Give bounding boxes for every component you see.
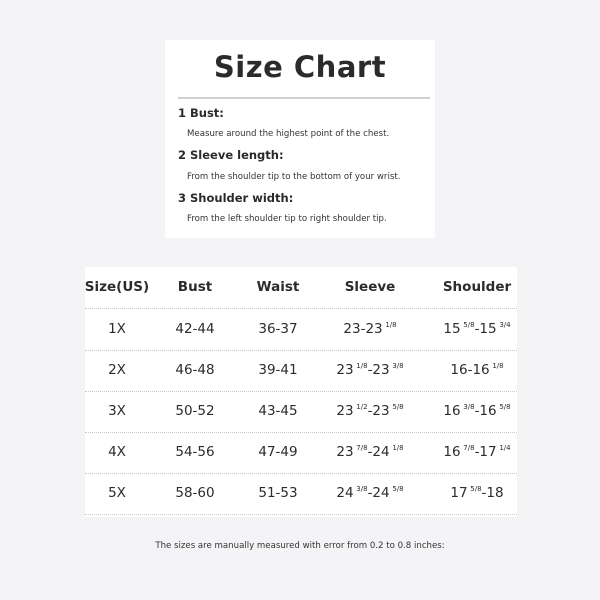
measurement-note: The sizes are manually measured with err… [155,541,445,551]
table-row: 3X 50-52 43-45 23 1/2-23 5/8 16 3/8-16 5/8 [85,391,517,433]
value-text: 24 [336,485,354,501]
value-text: 50-52 [175,403,215,419]
value-text: -16 [474,403,497,419]
guide-desc-shoulder: From the left shoulder tip to right shou… [187,214,387,224]
value-text: -24 [367,444,390,460]
size-table: Size(US) Bust Waist Sleeve Shoulder 1X 42-44 36… [85,267,517,517]
guide-heading-shoulder: 3 Shoulder width: [178,191,294,205]
divider [178,97,430,99]
value-text: 23-23 [343,321,383,337]
fraction: 7/8 [463,444,475,452]
table-row: 4X 54-56 47-49 23 7/8-24 1/8 16 7/8-17 1/4 [85,432,517,474]
value-text: 47-49 [258,444,298,460]
cell-size: 5X [108,473,126,514]
value-text: -17 [474,444,497,460]
table-row: 2X 46-48 39-41 23 1/8-23 3/8 16-16 1/8 [85,350,517,392]
fraction: 5/8 [463,321,475,329]
fraction: 1/8 [392,444,404,452]
cell-sleeve: 23-23 1/8 [343,309,396,350]
fraction: 3/8 [463,403,475,411]
fraction: 3/8 [356,485,368,493]
value-text: 23 [336,403,354,419]
cell-shoulder: 16 3/8-16 5/8 [443,391,510,432]
fraction: 5/8 [392,403,404,411]
cell-waist: 39-41 [258,350,297,391]
value-text: -15 [474,321,497,337]
value-text: 39-41 [258,362,298,378]
value-text: 16 [443,444,461,460]
cell-bust: 50-52 [175,391,214,432]
value-text: -23 [367,362,390,378]
cell-shoulder: 17 5/8-18 [450,473,503,514]
cell-size: 2X [108,350,126,391]
cell-sleeve: 23 7/8-24 1/8 [336,432,403,473]
cell-sleeve: 24 3/8-24 5/8 [336,473,403,514]
value-text: 15 [443,321,461,337]
value-text: 2X [108,362,126,378]
fraction: 1/8 [356,362,368,370]
table-row: 1X 42-44 36-37 23-23 1/8 15 5/8-15 3/4 [85,309,517,351]
cell-bust: 46-48 [175,350,214,391]
cell-bust: 42-44 [175,309,214,350]
cell-sleeve: 23 1/2-23 5/8 [336,391,403,432]
column-header-bust: Bust [177,279,213,295]
guide-desc-bust: Measure around the highest point of the … [187,129,390,139]
fraction: 1/8 [385,321,397,329]
value-text: 54-56 [175,444,215,460]
value-text: -24 [367,485,390,501]
fraction: 5/8 [470,485,482,493]
column-header-size: Size(US) [84,279,150,295]
cell-waist: 51-53 [258,473,297,514]
value-text: 16-16 [450,362,490,378]
value-text: 42-44 [175,321,215,337]
cell-size: 4X [108,432,126,473]
fraction: 1/4 [499,444,511,452]
cell-bust: 54-56 [175,432,214,473]
cell-size: 3X [108,391,126,432]
value-text: 3X [108,403,126,419]
column-header-sleeve: Sleeve [344,279,396,295]
fraction: 5/8 [499,403,511,411]
fraction: 3/8 [392,362,404,370]
cell-waist: 43-45 [258,391,297,432]
page-title: Size Chart [213,50,387,84]
measurement-guide-card: Size Chart 1 Bust: Measure around the hi… [165,40,435,238]
value-text: -18 [481,485,504,501]
value-text: 43-45 [258,403,298,419]
cell-shoulder: 16 7/8-17 1/4 [443,432,510,473]
guide-heading-bust: 1 Bust: [178,106,224,120]
value-text: 17 [450,485,468,501]
fraction: 5/8 [392,485,404,493]
value-text: 16 [443,403,461,419]
value-text: 5X [108,485,126,501]
table-row: 5X 58-60 51-53 24 3/8-24 5/8 17 5/8-18 [85,473,517,515]
table-header-row: Size(US) Bust Waist Sleeve Shoulder [85,267,517,309]
value-text: -23 [367,403,390,419]
guide-desc-sleeve: From the shoulder tip to the bottom of y… [187,172,401,182]
fraction: 1/8 [492,362,504,370]
fraction: 1/2 [356,403,368,411]
fraction: 3/4 [499,321,511,329]
value-text: 1X [108,321,126,337]
column-header-shoulder: Shoulder [442,279,512,295]
cell-size: 1X [108,309,126,350]
guide-heading-sleeve: 2 Sleeve length: [178,148,284,162]
cell-waist: 36-37 [258,309,297,350]
value-text: 58-60 [175,485,215,501]
cell-sleeve: 23 1/8-23 3/8 [336,350,403,391]
value-text: 36-37 [258,321,298,337]
value-text: 23 [336,444,354,460]
value-text: 4X [108,444,126,460]
cell-bust: 58-60 [175,473,214,514]
cell-shoulder: 16-16 1/8 [450,350,503,391]
column-header-waist: Waist [256,279,300,295]
cell-waist: 47-49 [258,432,297,473]
value-text: 51-53 [258,485,298,501]
fraction: 7/8 [356,444,368,452]
cell-shoulder: 15 5/8-15 3/4 [443,309,510,350]
value-text: 23 [336,362,354,378]
value-text: 46-48 [175,362,215,378]
